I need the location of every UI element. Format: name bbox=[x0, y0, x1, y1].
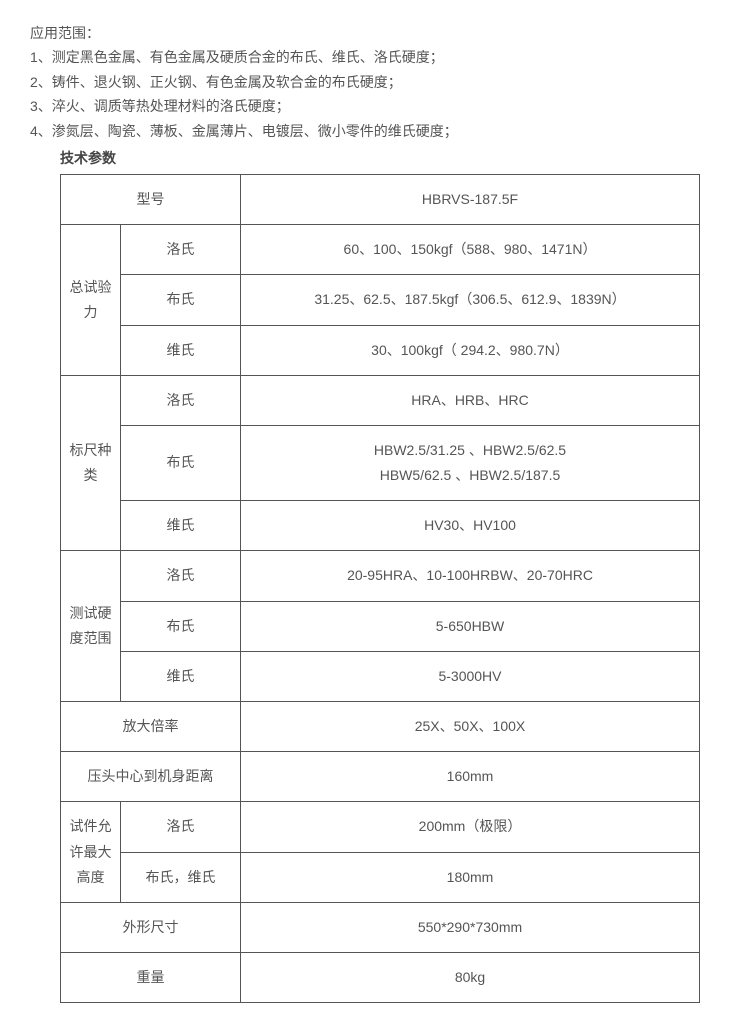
group-label: 标尺种类 bbox=[61, 375, 121, 551]
table-row: 测试硬度范围 洛氏 20-95HRA、10-100HRBW、20-70HRC bbox=[61, 551, 700, 601]
table-row: 压头中心到机身距离 160mm bbox=[61, 752, 700, 802]
sub-label: 维氏 bbox=[121, 501, 241, 551]
cell-value: 20-95HRA、10-100HRBW、20-70HRC bbox=[241, 551, 700, 601]
table-row: 维氏 HV30、HV100 bbox=[61, 501, 700, 551]
sub-label: 布氏，维氏 bbox=[121, 852, 241, 902]
group-label: 总试验力 bbox=[61, 225, 121, 376]
table-row: 试件允许最大高度 洛氏 200mm（极限） bbox=[61, 802, 700, 852]
intro-title: 应用范围： bbox=[30, 22, 720, 44]
row-label: 重量 bbox=[61, 953, 241, 1003]
table-row: 型号 HBRVS-187.5F bbox=[61, 174, 700, 224]
sub-label: 洛氏 bbox=[121, 802, 241, 852]
cell-value: 5-650HBW bbox=[241, 601, 700, 651]
table-row: 标尺种类 洛氏 HRA、HRB、HRC bbox=[61, 375, 700, 425]
sub-label: 洛氏 bbox=[121, 375, 241, 425]
table-row: 维氏 5-3000HV bbox=[61, 651, 700, 701]
cell-value: 30、100kgf（ 294.2、980.7N） bbox=[241, 325, 700, 375]
cell-value: 160mm bbox=[241, 752, 700, 802]
cell-value: HRA、HRB、HRC bbox=[241, 375, 700, 425]
group-label: 试件允许最大高度 bbox=[61, 802, 121, 903]
header-value: HBRVS-187.5F bbox=[241, 174, 700, 224]
row-label: 压头中心到机身距离 bbox=[61, 752, 241, 802]
cell-value: HV30、HV100 bbox=[241, 501, 700, 551]
table-row: 布氏 5-650HBW bbox=[61, 601, 700, 651]
table-row: 重量 80kg bbox=[61, 953, 700, 1003]
intro-line: 1、测定黑色金属、有色金属及硬质合金的布氏、维氏、洛氏硬度； bbox=[30, 46, 720, 68]
table-row: 布氏 HBW2.5/31.25 、HBW2.5/62.5 HBW5/62.5 、… bbox=[61, 425, 700, 500]
group-label: 测试硬度范围 bbox=[61, 551, 121, 702]
cell-value: 180mm bbox=[241, 852, 700, 902]
intro-line: 4、渗氮层、陶瓷、薄板、金属薄片、电镀层、微小零件的维氏硬度； bbox=[30, 120, 720, 142]
cell-value: 550*290*730mm bbox=[241, 902, 700, 952]
row-label: 外形尺寸 bbox=[61, 902, 241, 952]
table-row: 布氏，维氏 180mm bbox=[61, 852, 700, 902]
sub-label: 布氏 bbox=[121, 601, 241, 651]
cell-value: 5-3000HV bbox=[241, 651, 700, 701]
sub-label: 洛氏 bbox=[121, 551, 241, 601]
table-row: 维氏 30、100kgf（ 294.2、980.7N） bbox=[61, 325, 700, 375]
sub-label: 维氏 bbox=[121, 651, 241, 701]
sub-label: 维氏 bbox=[121, 325, 241, 375]
cell-value: 25X、50X、100X bbox=[241, 702, 700, 752]
table-row: 放大倍率 25X、50X、100X bbox=[61, 702, 700, 752]
application-scope: 应用范围： 1、测定黑色金属、有色金属及硬质合金的布氏、维氏、洛氏硬度； 2、铸… bbox=[30, 22, 720, 142]
table-row: 布氏 31.25、62.5、187.5kgf（306.5、612.9、1839N… bbox=[61, 275, 700, 325]
cell-value: 31.25、62.5、187.5kgf（306.5、612.9、1839N） bbox=[241, 275, 700, 325]
intro-line: 2、铸件、退火钢、正火钢、有色金属及软合金的布氏硬度； bbox=[30, 71, 720, 93]
cell-value: 80kg bbox=[241, 953, 700, 1003]
cell-value: 60、100、150kgf（588、980、1471N） bbox=[241, 225, 700, 275]
tech-params-title: 技术参数 bbox=[60, 148, 720, 168]
header-label: 型号 bbox=[61, 174, 241, 224]
intro-line: 3、淬火、调质等热处理材料的洛氏硬度； bbox=[30, 95, 720, 117]
table-row: 总试验力 洛氏 60、100、150kgf（588、980、1471N） bbox=[61, 225, 700, 275]
sub-label: 洛氏 bbox=[121, 225, 241, 275]
table-row: 外形尺寸 550*290*730mm bbox=[61, 902, 700, 952]
spec-table: 型号 HBRVS-187.5F 总试验力 洛氏 60、100、150kgf（58… bbox=[60, 174, 700, 1003]
cell-value: HBW2.5/31.25 、HBW2.5/62.5 HBW5/62.5 、HBW… bbox=[241, 425, 700, 500]
sub-label: 布氏 bbox=[121, 275, 241, 325]
sub-label: 布氏 bbox=[121, 425, 241, 500]
cell-value: 200mm（极限） bbox=[241, 802, 700, 852]
row-label: 放大倍率 bbox=[61, 702, 241, 752]
